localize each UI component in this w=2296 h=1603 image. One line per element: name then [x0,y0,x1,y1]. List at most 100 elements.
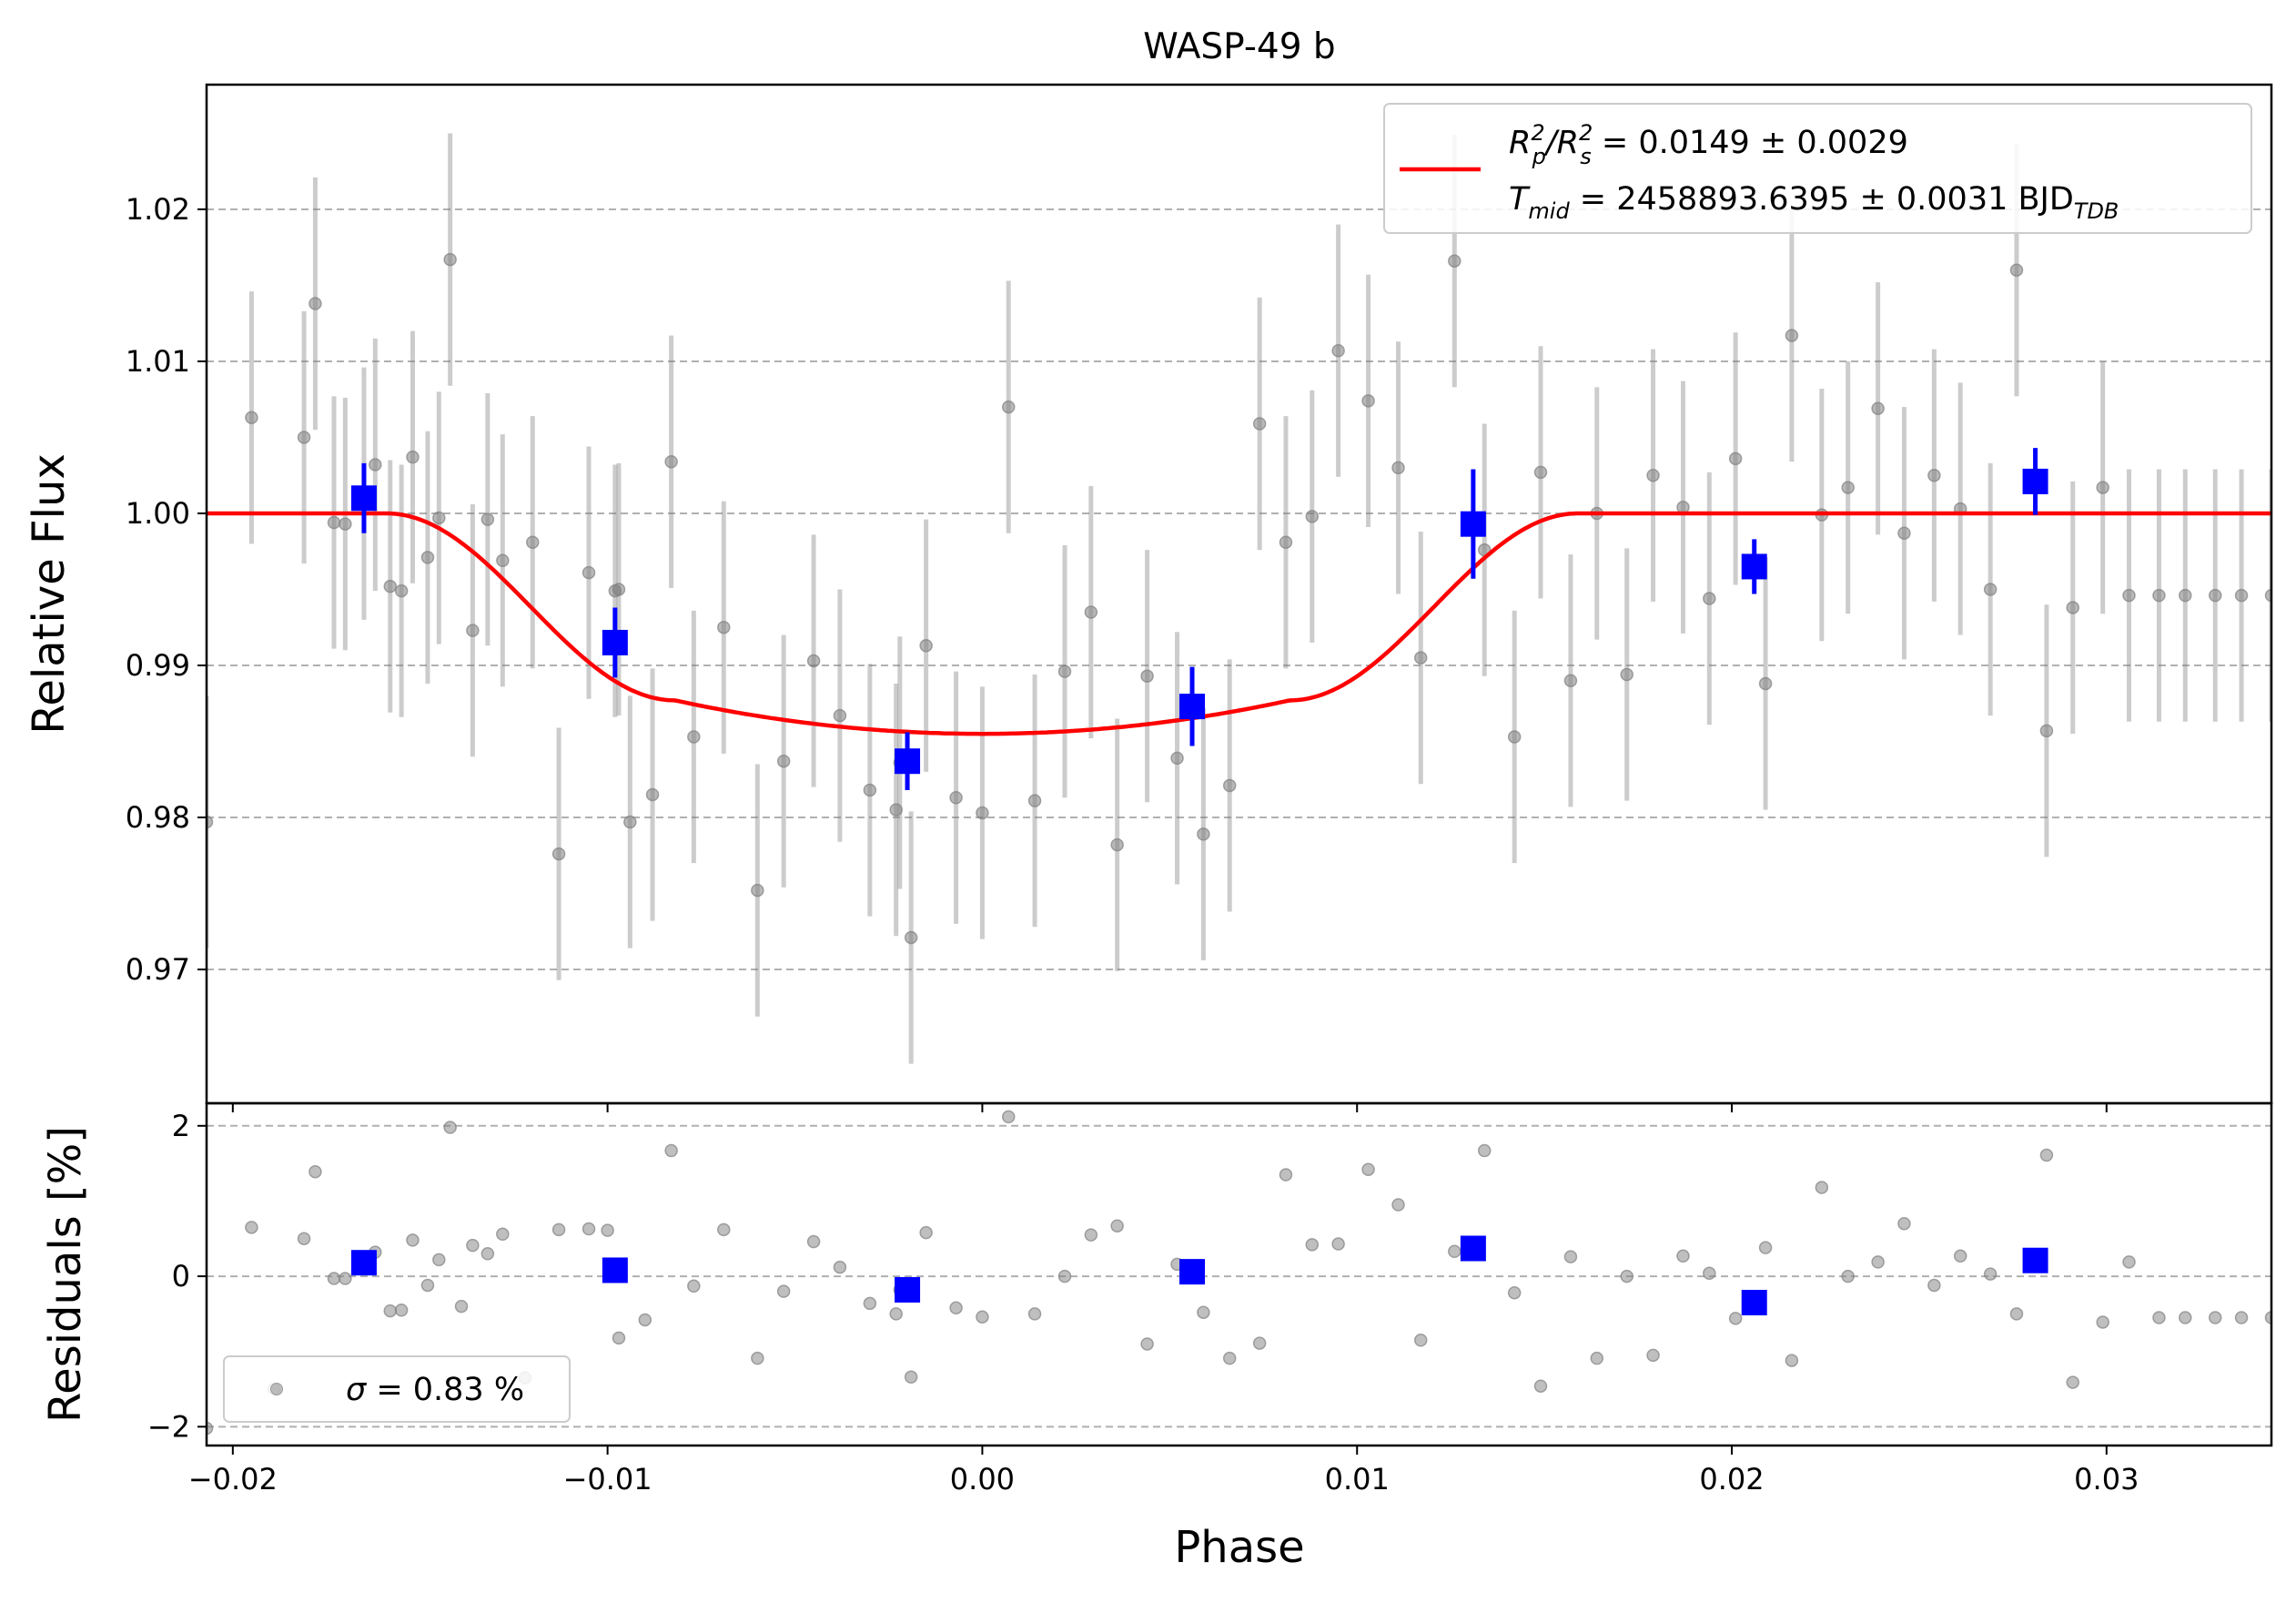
raw-point [1140,669,1154,683]
raw-point [1563,674,1578,687]
bottom-xtick-label: 0.01 [1325,1462,1390,1496]
raw-point [1170,751,1184,766]
residual-point [904,1370,918,1385]
residual-point [1646,1348,1660,1363]
residual-point [1533,1379,1548,1393]
raw-point [2009,263,2024,278]
binned-point [602,629,628,655]
model-line [207,511,2271,736]
residual-point [1703,1266,1716,1281]
raw-point [919,639,933,653]
raw-point [2234,588,2249,603]
residual-point [454,1299,469,1314]
raw-point [949,791,963,805]
raw-point [1983,583,1998,596]
raw-point [664,454,678,469]
bottom-panel-axes: −2 0 2 −0.02 −0.01 0.00 0.01 0.02 0.03 [147,1101,2273,1496]
raw-point [551,847,566,861]
residual-point [2264,1311,2271,1324]
legend-top: R2 p/R2 s = 0.0149 ± 0.0029 Tmid = 2458893… [1383,103,2252,234]
binned-point [1460,511,1486,537]
residual-point [1413,1334,1428,1347]
residual-point [806,1234,821,1249]
residual-point [1448,1244,1462,1259]
raw-point [1620,667,1633,682]
residual-point [207,1421,214,1436]
residual-point [496,1227,510,1242]
top-ytick-label: 0.99 [126,648,190,683]
binned-residual [1741,1289,1767,1315]
raw-point [1001,400,1016,414]
raw-point [1448,254,1462,268]
bottom-binned-points [350,1235,2048,1315]
raw-point [1110,837,1124,852]
raw-point [751,883,764,898]
residual-point [1590,1351,1604,1365]
binned-point [2022,468,2048,494]
residual-point [420,1278,435,1293]
bottom-ytick-label: −2 [147,1409,190,1444]
raw-point [1728,451,1743,466]
raw-point [2264,588,2271,603]
residual-point [1871,1255,1885,1269]
y-axis-label-top: Relative Flux [24,453,75,735]
raw-point [612,583,626,596]
residual-point [480,1247,495,1261]
raw-point [1758,676,1773,691]
raw-point [480,512,495,526]
residual-point [612,1331,626,1345]
raw-point [1703,592,1716,605]
residual-point [1983,1267,1998,1281]
raw-point [1897,526,1911,540]
raw-point [1413,651,1428,665]
raw-point [526,535,540,549]
residual-point [833,1260,847,1274]
binned-residual [2022,1247,2048,1273]
residual-point [601,1223,614,1237]
raw-point [717,620,731,634]
raw-point [207,815,214,829]
raw-point [1871,401,1885,415]
residual-point [1361,1162,1375,1176]
residual-point [1785,1354,1799,1367]
raw-point [904,930,918,945]
bottom-ytick-label: 0 [172,1259,190,1294]
residual-point [776,1284,791,1298]
raw-point [466,624,480,637]
raw-point [2039,724,2054,738]
residual-point [1331,1237,1345,1251]
residual-point [1620,1269,1633,1283]
raw-point [383,579,398,594]
raw-point [420,551,435,564]
residual-point [1676,1249,1690,1263]
residual-point [1110,1219,1124,1233]
legend-bottom-frame [223,1355,571,1423]
residual-point [1477,1143,1492,1158]
raw-point [443,252,457,267]
residual-point [1197,1305,1210,1319]
raw-point [2208,588,2222,603]
residual-point [1927,1278,1941,1293]
raw-point [2122,588,2136,603]
top-panel-axes: 0.97 0.98 0.99 1.00 1.01 1.02 [126,83,2273,1112]
raw-point [1305,510,1320,523]
residual-point [751,1351,764,1365]
residual-point [664,1143,678,1158]
bottom-xtick-label: 0.03 [2074,1462,2139,1496]
raw-point [369,458,382,472]
raw-point [976,806,989,820]
raw-point [1841,481,1855,494]
raw-point [687,730,701,744]
raw-point [776,754,791,768]
residual-point [2208,1311,2222,1324]
residual-point [2179,1311,2192,1324]
residual-point [2096,1315,2109,1329]
residual-point [443,1121,457,1134]
raw-point [806,654,821,668]
top-ytick-label: 0.98 [126,800,190,835]
raw-point [645,787,660,802]
raw-point [889,803,903,817]
residual-point [1897,1216,1911,1231]
top-model-curve [207,511,2271,736]
